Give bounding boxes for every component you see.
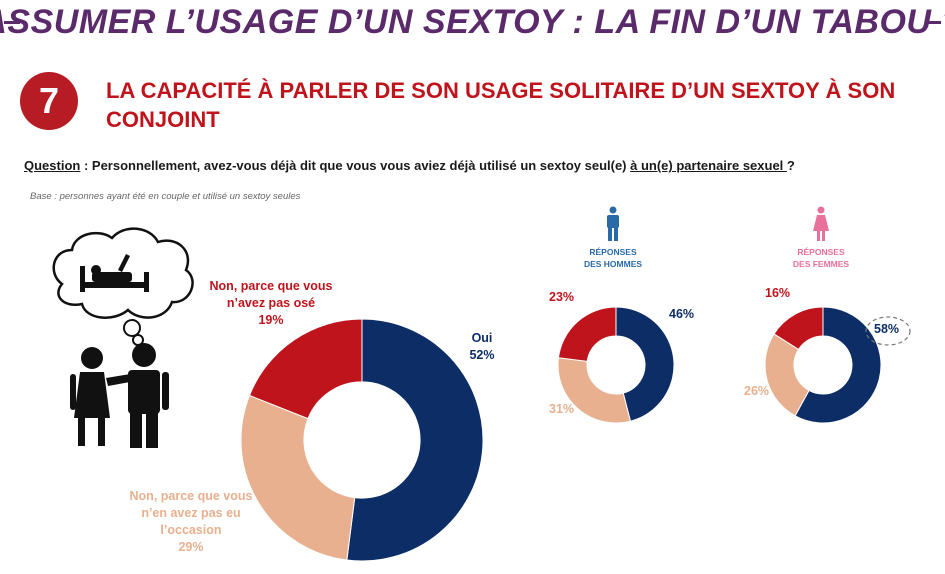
label-non-ose: Non, parce que vous n’avez pas osé 19% [186,278,356,329]
label-oui-text: Oui [471,331,493,345]
men-non-ose-pct: 23% [549,290,575,304]
women-oui-highlight-oval [865,316,911,346]
label-non-ose-line2: n’avez pas osé [226,296,316,310]
woman-icon [813,206,829,241]
label-non-occasion: Non, parce que vous n’en avez pas eu l’o… [106,488,276,556]
label-non-occ-line1: Non, parce que vous [129,489,253,503]
main-title: ASSUMER L’USAGE D’UN SEXTOY : LA FIN D’U… [0,2,945,41]
title-dash-right [925,21,941,24]
title-dash-left [4,21,20,24]
men-header-line2: DES HOMMES [583,259,643,269]
man-icon [607,206,619,241]
slice-non-ose [773,306,824,351]
question-text: Question : Personnellement, avez-vous dé… [24,158,795,173]
men-donut-chart [557,306,675,424]
main-donut-chart [240,318,484,562]
section-number-badge: 7 [20,72,78,130]
thought-bubble-bed-icon [52,227,194,346]
men-header-line1: RÉPONSES [589,247,637,257]
label-non-occ-line2: n’en avez pas eu [141,506,241,520]
women-header-line1: RÉPONSES [797,247,845,257]
couple-illustration [52,227,194,448]
question-underlined: à un(e) partenaire sexuel [630,158,787,173]
women-header: RÉPONSES DES FEMMES [780,246,862,270]
section-title: LA CAPACITÉ À PARLER DE SON USAGE SOLITA… [106,78,896,132]
label-non-occ-line3: l’occasion [160,523,222,537]
couple-icon [70,343,169,448]
slice-oui [346,318,484,562]
base-note: Base : personnes ayant été en couple et … [30,191,301,202]
question-prefix: Question [24,158,81,173]
label-oui-pct: 52% [469,348,495,362]
men-non-occasion-pct: 31% [549,402,575,416]
slice-oui [794,306,882,424]
women-header-line2: DES FEMMES [792,259,850,269]
women-oui-pct: 58% [874,322,900,336]
men-oui-pct: 46% [669,307,695,321]
slice-non-ose [557,306,617,362]
women-donut-chart [764,306,882,424]
slice-non-occasion [240,394,356,561]
question-end: ? [786,158,795,173]
label-non-ose-line1: Non, parce que vous [209,279,333,293]
women-non-occasion-pct: 26% [744,384,770,398]
slice-non-ose [248,318,363,420]
label-non-occ-pct: 29% [178,540,204,554]
label-non-ose-pct: 19% [258,313,284,327]
label-oui: Oui 52% [452,330,512,364]
women-non-ose-pct: 16% [765,286,791,300]
slice-non-occasion [557,357,632,424]
slice-oui [615,306,675,422]
question-body: : Personnellement, avez-vous déjà dit qu… [80,158,631,173]
men-header: RÉPONSES DES HOMMES [572,246,654,270]
